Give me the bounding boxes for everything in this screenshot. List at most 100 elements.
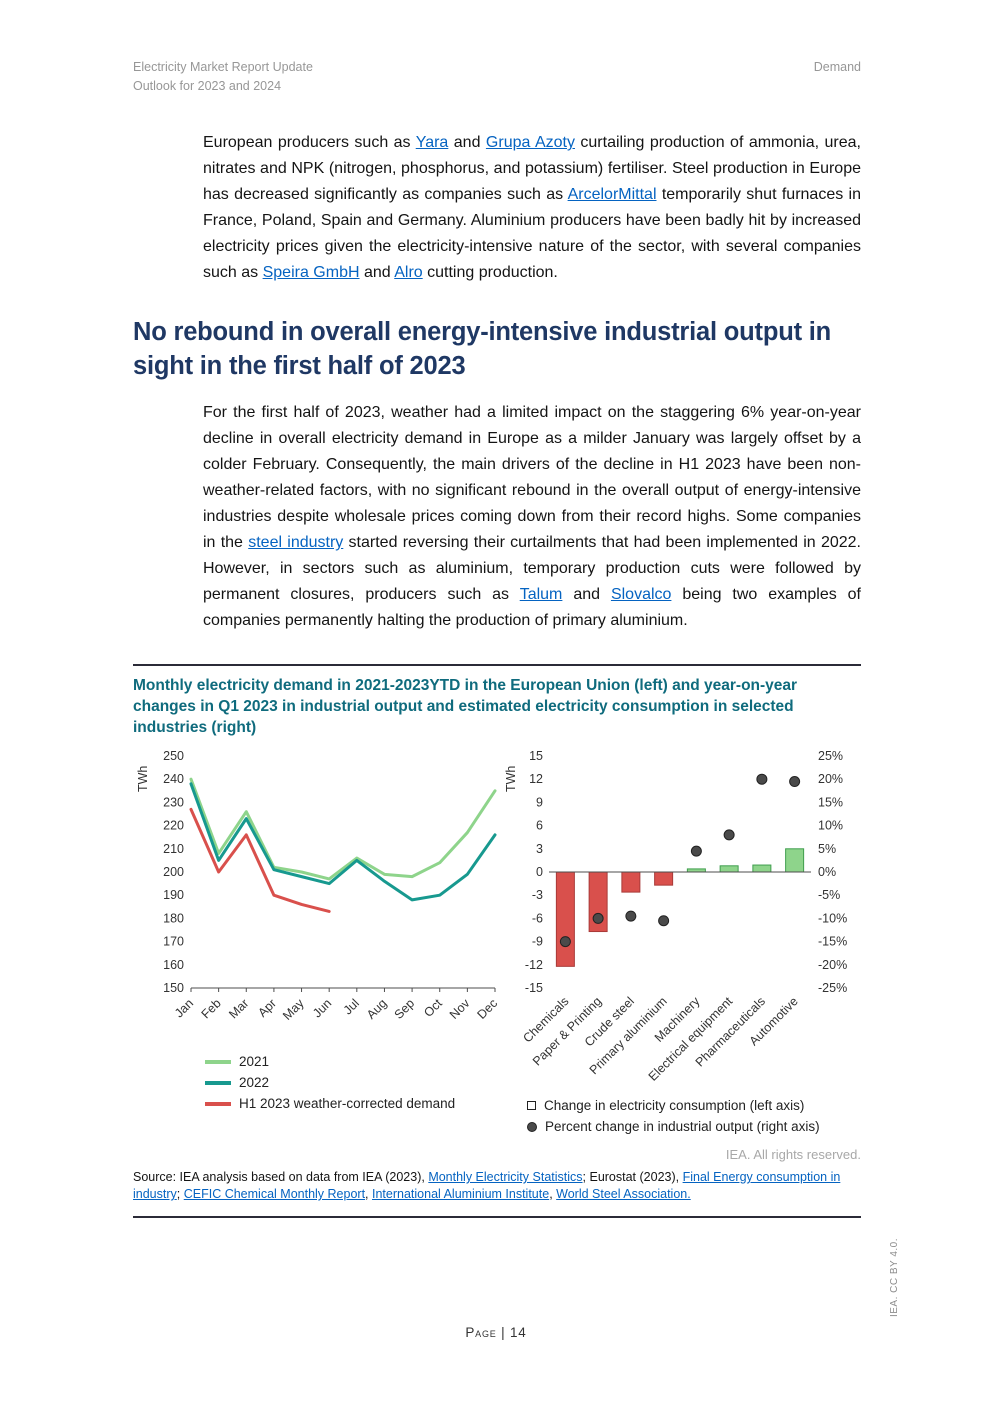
- bar-chart-legend: Change in electricity consumption (left …: [527, 1095, 861, 1137]
- x-tick-label: Sep: [392, 997, 418, 1023]
- y-tick-label: 150: [163, 981, 184, 995]
- text-run: and: [562, 586, 611, 604]
- source-note: Source: IEA analysis based on data from …: [133, 1169, 861, 1203]
- link-slovalco[interactable]: Slovalco: [610, 586, 672, 604]
- left-tick-label: -9: [532, 935, 543, 949]
- x-tick-label: Oct: [421, 996, 445, 1020]
- dot-pharmaceuticals: [756, 774, 768, 786]
- left-tick-label: 3: [536, 842, 543, 856]
- link-talum[interactable]: Talum: [519, 586, 563, 604]
- right-tick-label: 25%: [818, 749, 843, 763]
- bar-chart-column: -15 -12 -9 -6 -3 0 3 6 9 12 15 -25% -20% -15% -10% -5% 0…: [503, 746, 861, 1137]
- link-steel-industry[interactable]: steel industry: [248, 534, 344, 552]
- text-run: For the first half of 2023, weather had …: [203, 404, 861, 552]
- legend-label: 2021: [239, 1054, 270, 1070]
- left-tick-label: -3: [532, 889, 543, 903]
- x-tick-label: Feb: [199, 997, 224, 1022]
- right-tick-label: 20%: [818, 773, 843, 787]
- figure-title: Monthly electricity demand in 2021-2023Y…: [133, 677, 798, 737]
- dot-crude-steel: [625, 910, 637, 922]
- y-tick-label: 180: [163, 912, 184, 926]
- series-line-2021: [189, 778, 497, 881]
- dot-paper-printing: [592, 913, 604, 925]
- link-final-energy-consumption-in-industry[interactable]: Final Energy consumption in industry: [133, 1170, 841, 1202]
- legend-item-h1-2023-weather-corrected-demand: H1 2023 weather-corrected demand: [205, 1093, 503, 1114]
- link-world-steel-association[interactable]: World Steel Association.: [556, 1187, 691, 1202]
- page-header: Electricity Market Report Update Outlook…: [133, 58, 861, 97]
- link-cefic-chemical-monthly-report[interactable]: CEFIC Chemical Monthly Report: [183, 1187, 366, 1202]
- text-run: cutting production.: [422, 264, 558, 281]
- x-tick-label: Nov: [447, 996, 473, 1022]
- link-grupa-azoty[interactable]: Grupa Azoty: [485, 134, 575, 151]
- charts-area: 150 160 170 180 190 200 210 220 230 240 250 TWh Jan F…: [133, 746, 861, 1137]
- y-tick-label: 240: [163, 773, 184, 787]
- x-tick-label: Dec: [474, 997, 500, 1023]
- bar-electrical-equipment: [719, 865, 739, 873]
- line-chart-legend: 2021 2022 H1 2023 weather-corrected demand: [205, 1051, 503, 1114]
- legend-label: Change in electricity consumption (left …: [544, 1098, 805, 1114]
- right-tick-label: -5%: [818, 889, 840, 903]
- text-run: ;: [176, 1187, 184, 1202]
- text-run: and: [448, 134, 486, 151]
- y-tick-label: 210: [163, 842, 184, 856]
- figure-top-rule: [133, 664, 861, 667]
- dot-primary-aluminium: [658, 915, 670, 927]
- series-line-2022: [189, 782, 497, 902]
- legend-square-marker: [527, 1101, 536, 1111]
- x-tick-label: Jun: [310, 997, 334, 1021]
- paragraph-producers: European producers such as Yara and Grup…: [203, 130, 861, 286]
- link-alro[interactable]: Alro: [394, 264, 423, 281]
- link-international-aluminium-institute[interactable]: International Aluminium Institute: [372, 1187, 550, 1202]
- y-tick-label: 160: [163, 958, 184, 972]
- right-tick-label: 15%: [818, 796, 843, 810]
- right-tick-label: 5%: [818, 842, 836, 856]
- legend-label: H1 2023 weather-corrected demand: [239, 1096, 456, 1112]
- left-tick-label: 9: [536, 796, 543, 810]
- legend-item-2021: 2021: [205, 1051, 503, 1072]
- x-tick-label: Aug: [364, 997, 390, 1023]
- legend-label: Percent change in industrial output (rig…: [545, 1119, 820, 1135]
- page-body: European producers such as Yara and Grup…: [133, 130, 862, 1219]
- right-tick-label: -15%: [818, 935, 847, 949]
- legend-item-2022: 2022: [205, 1072, 503, 1093]
- link-arcelormittal[interactable]: ArcelorMittal: [567, 186, 657, 203]
- y-axis-title: TWh: [136, 766, 150, 792]
- legend-line-swatch: [205, 1060, 231, 1064]
- report-title: Electricity Market Report Update: [133, 60, 313, 74]
- y-tick-label: 230: [163, 796, 184, 810]
- legend-line-swatch: [205, 1081, 231, 1085]
- text-run: started reversing their curtailments tha…: [203, 534, 862, 604]
- link-monthly-electricity-statistics[interactable]: Monthly Electricity Statistics: [428, 1170, 583, 1185]
- legend-line-swatch: [205, 1102, 231, 1106]
- bar-automotive: [785, 848, 805, 873]
- y-tick-label: 250: [163, 749, 184, 763]
- y-tick-label: 170: [163, 935, 184, 949]
- right-tick-label: -10%: [818, 912, 847, 926]
- left-tick-label: -12: [525, 958, 543, 972]
- x-tick-label: Jul: [341, 997, 362, 1018]
- bar-pharmaceuticals: [752, 864, 772, 873]
- right-tick-label: 10%: [818, 819, 843, 833]
- dot-electrical-equipment: [723, 829, 735, 841]
- legend-circle-marker: [527, 1121, 537, 1132]
- dot-machinery: [690, 845, 702, 857]
- link-yara[interactable]: Yara: [415, 134, 449, 151]
- section-label: Demand: [813, 60, 861, 74]
- bar-primary-aluminium: [654, 871, 674, 886]
- link-speira-gmbh[interactable]: Speira GmbH: [262, 264, 360, 281]
- left-tick-label: -6: [532, 912, 543, 926]
- figure-bottom-rule: [133, 1216, 861, 1219]
- x-tick-label: Jan: [172, 997, 196, 1021]
- left-tick-label: -15: [525, 981, 543, 995]
- y-tick-label: 200: [163, 865, 184, 879]
- section-heading: No rebound in overall energy-intensive i…: [133, 318, 832, 380]
- x-tick-label: Apr: [255, 997, 279, 1021]
- legend-label: 2022: [239, 1075, 270, 1091]
- right-tick-label: -25%: [818, 981, 847, 995]
- text-run: ,: [549, 1187, 557, 1202]
- dot-automotive: [789, 776, 801, 788]
- left-tick-label: 15: [529, 749, 543, 763]
- text-run: being two examples of companies permanen…: [203, 586, 861, 630]
- text-run: and: [359, 264, 395, 281]
